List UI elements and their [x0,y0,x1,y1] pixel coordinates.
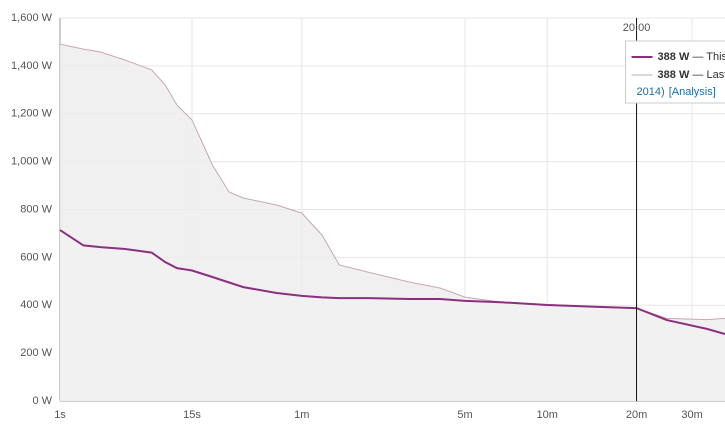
y-tick-label: 1,600 W [11,12,53,24]
x-tick-label: 30m [681,409,702,421]
x-tick-label: 15s [183,409,201,421]
tooltip-title: 20:00 [623,22,651,34]
tooltip-label: — Last Year [689,69,725,81]
tooltip-footer: 2014) [Analysis] [637,86,716,98]
footer-text: 2014) [637,86,665,98]
x-tick-label: 10m [537,409,558,421]
x-tick-label: 1m [294,409,309,421]
y-tick-label: 400 W [20,299,52,311]
y-tick-label: 800 W [20,203,52,215]
tooltip: 388 W — This Year388 W — Last Year2014)[… [625,40,725,104]
x-tick-label: 20m [626,409,647,421]
y-tick-label: 1,400 W [11,60,53,72]
analysis-link[interactable]: [Analysis] [669,86,716,98]
series-area [60,230,725,401]
y-tick-label: 600 W [20,251,52,263]
tooltip-item: 388 W — Last Year [658,69,725,81]
y-tick-label: 1,000 W [11,156,53,168]
x-tick-label: 1s [54,409,66,421]
tooltip-value: 388 W [658,69,690,81]
tooltip-box [625,40,725,104]
x-tick-label: 5m [457,409,472,421]
y-tick-label: 200 W [20,347,52,359]
y-tick-label: 1,200 W [11,108,53,120]
series-line [59,229,725,335]
tooltip-item: 388 W — This Year [658,51,725,63]
tooltip-label: — This Year [689,51,725,63]
y-tick-label: 0 W [32,395,52,407]
tooltip-value: 388 W [658,51,690,63]
